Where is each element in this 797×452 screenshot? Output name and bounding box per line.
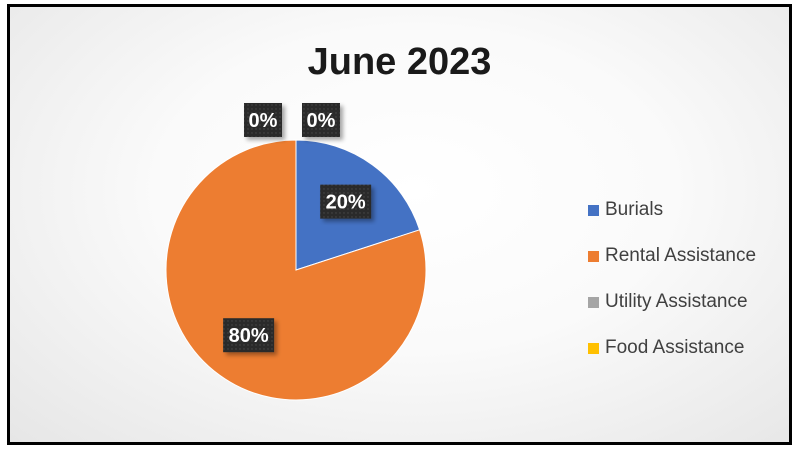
data-label-rental-assistance: 80% — [223, 318, 275, 353]
data-label-utility-assistance: 0% — [244, 103, 282, 137]
legend-item-utility-assistance: Utility Assistance — [588, 279, 794, 325]
data-label-text: 0% — [249, 110, 278, 132]
data-label-text: 20% — [326, 192, 366, 214]
legend-item-food-assistance: Food Assistance — [588, 325, 794, 371]
legend-swatch — [588, 342, 599, 354]
legend-swatch — [588, 204, 599, 216]
legend-label: Utility Assistance — [605, 291, 748, 312]
chart-title: June 2023 — [307, 41, 492, 83]
chart-frame: June 2023 20% 80% 0% 0% Burials Rental Assi… — [7, 4, 792, 445]
data-label-food-assistance: 0% — [302, 103, 340, 137]
legend-item-burials: Burials — [588, 187, 794, 233]
data-label-burials: 20% — [320, 184, 372, 219]
legend-swatch — [588, 250, 599, 262]
legend-label: Burials — [605, 199, 664, 220]
pie-chart: 20% 80% 0% 0% — [165, 103, 427, 401]
data-label-box — [223, 318, 275, 353]
legend-swatch — [588, 296, 599, 308]
chart-legend: Burials Rental Assistance Utility Assist… — [588, 187, 794, 371]
data-label-text: 0% — [307, 110, 336, 132]
data-label-box — [302, 103, 340, 137]
data-label-text: 80% — [229, 325, 269, 347]
legend-label: Food Assistance — [605, 337, 745, 358]
legend-item-rental-assistance: Rental Assistance — [588, 233, 794, 279]
data-label-box — [244, 103, 282, 137]
data-label-box — [320, 184, 372, 219]
legend-label: Rental Assistance — [605, 245, 757, 266]
